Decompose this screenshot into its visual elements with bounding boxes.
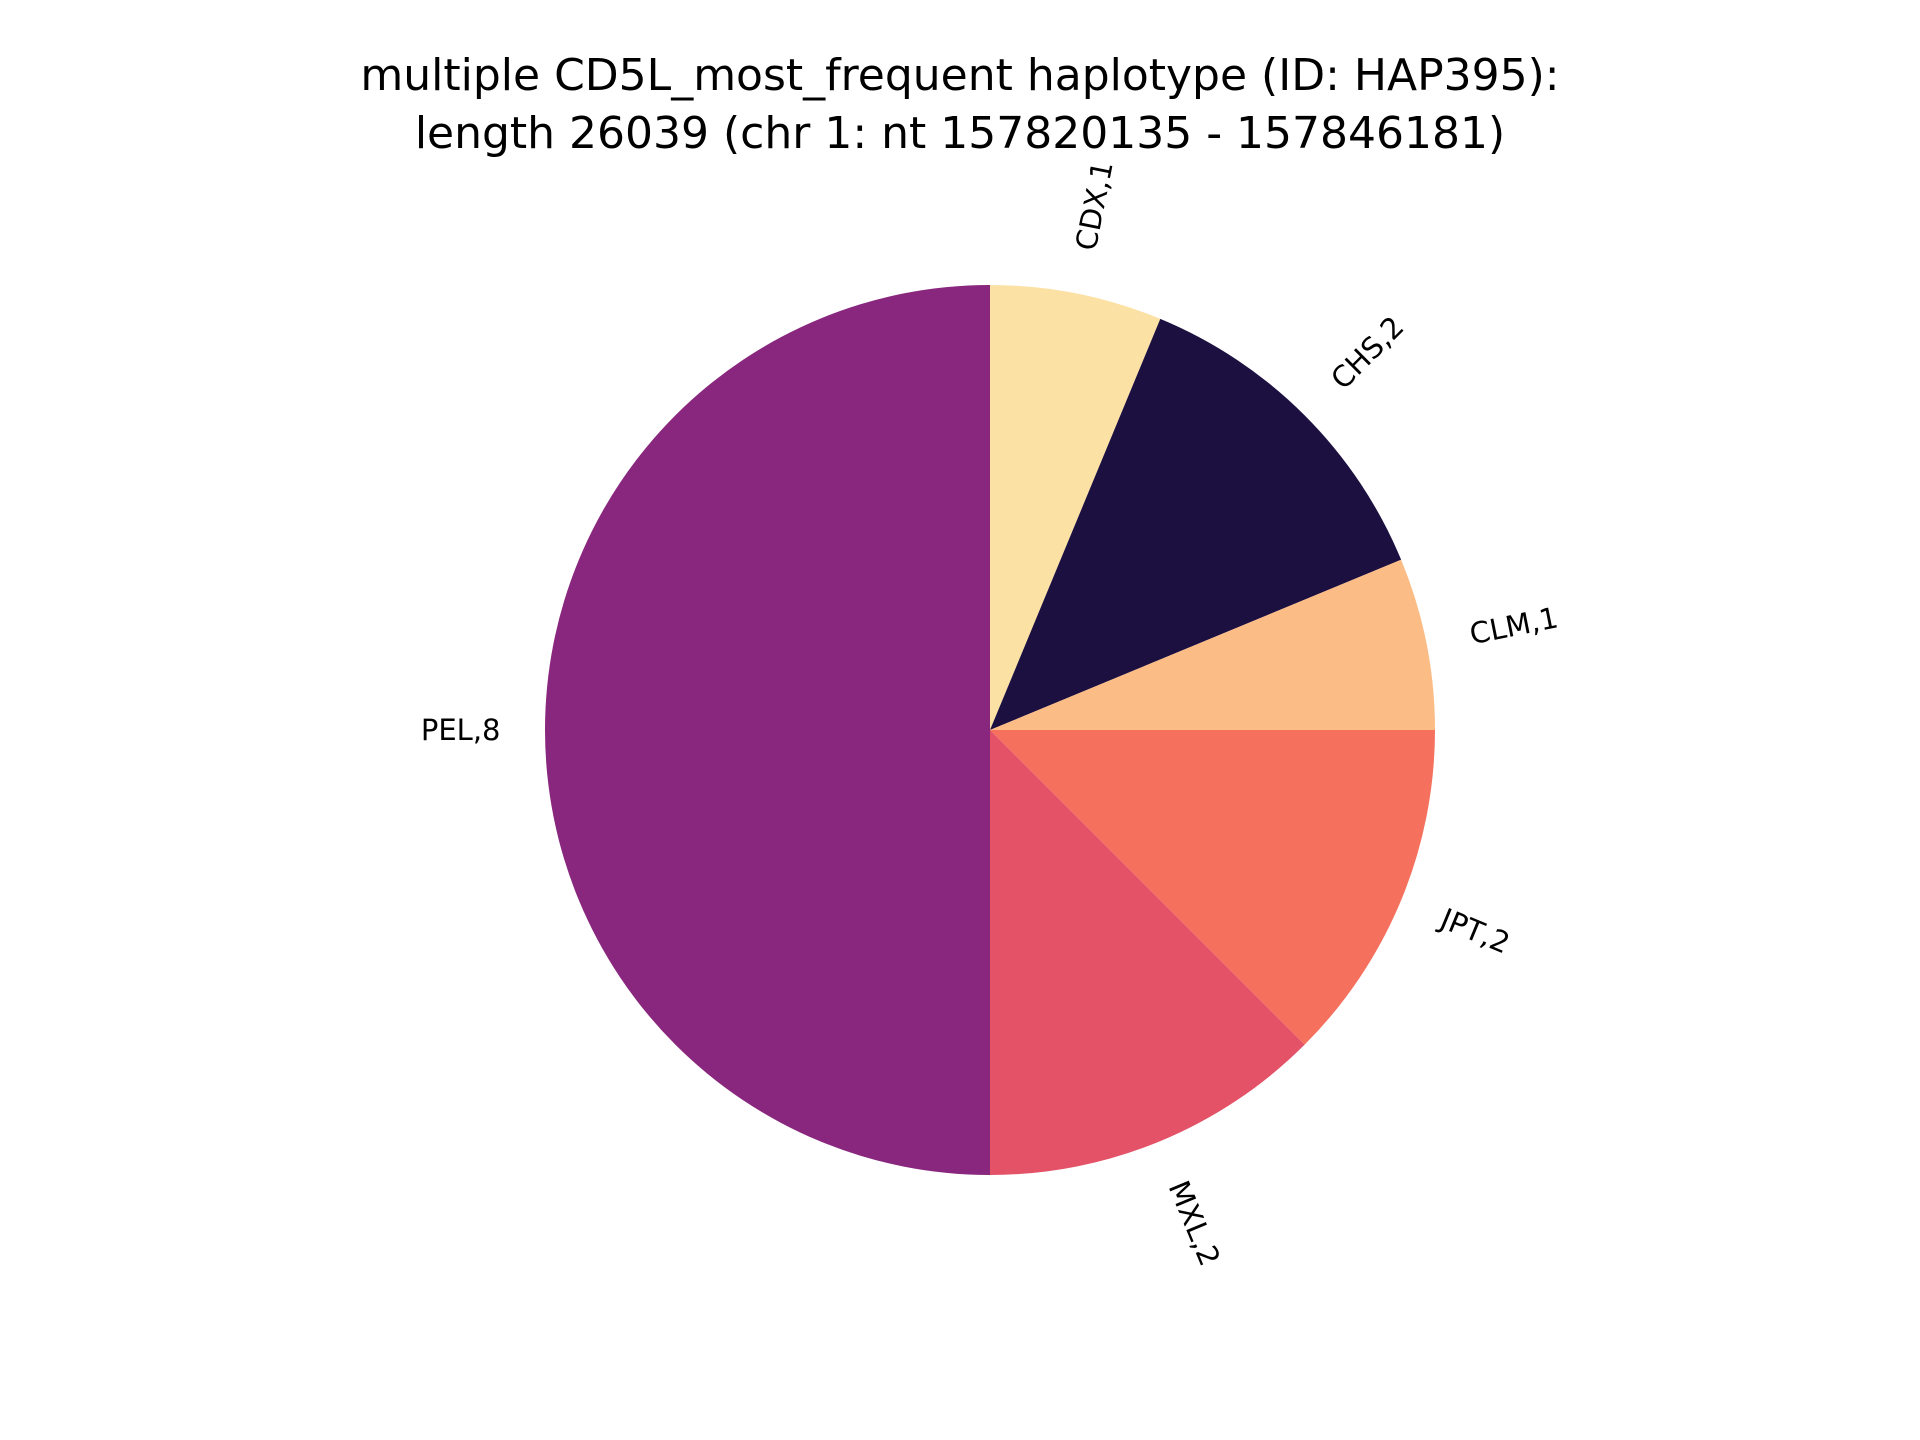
slice-label-chs: CHS,2 bbox=[1324, 310, 1410, 396]
slice-label-pel: PEL,8 bbox=[421, 713, 501, 747]
pie-slices bbox=[545, 285, 1435, 1175]
slice-label-cdx: CDX,1 bbox=[1069, 158, 1120, 253]
chart-title-line-2: length 26039 (chr 1: nt 157820135 - 1578… bbox=[415, 108, 1505, 159]
pie-slice-cdx bbox=[990, 285, 1161, 730]
pie-slice-jpt bbox=[990, 730, 1435, 1045]
slice-label-jpt: JPT,2 bbox=[1434, 901, 1515, 961]
pie-slice-clm bbox=[990, 559, 1435, 730]
slice-label-mxl: MXL,2 bbox=[1162, 1176, 1227, 1271]
pie-slice-pel bbox=[545, 285, 990, 1175]
chart-title-line-1: multiple CD5L_most_frequent haplotype (I… bbox=[360, 50, 1559, 101]
pie-slice-chs bbox=[990, 318, 1402, 730]
pie-slice-mxl bbox=[990, 730, 1305, 1175]
slice-label-clm: CLM,1 bbox=[1467, 600, 1561, 651]
